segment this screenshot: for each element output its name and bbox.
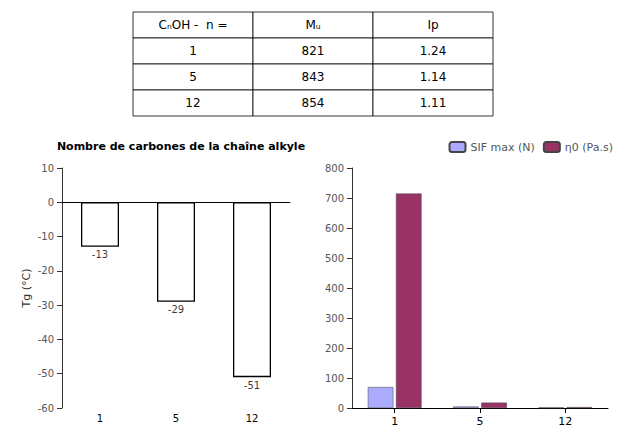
svg-text:821: 821: [302, 44, 325, 58]
svg-text:-60: -60: [38, 403, 54, 414]
svg-text:5: 5: [173, 413, 179, 424]
svg-text:843: 843: [302, 70, 325, 84]
svg-text:10: 10: [41, 163, 54, 174]
svg-text:-30: -30: [38, 300, 54, 311]
svg-text:800: 800: [325, 163, 344, 174]
svg-text:200: 200: [325, 343, 344, 354]
svg-text:-10: -10: [38, 231, 54, 242]
svg-text:5: 5: [189, 70, 197, 84]
svg-text:-51: -51: [244, 380, 260, 391]
svg-text:0: 0: [48, 197, 54, 208]
svg-text:1.24: 1.24: [420, 44, 447, 58]
svg-text:Tg (°C): Tg (°C): [20, 269, 33, 309]
svg-text:η0 (Pa.s): η0 (Pa.s): [565, 141, 613, 154]
svg-text:12: 12: [246, 413, 259, 424]
svg-text:-13: -13: [92, 249, 108, 260]
svg-text:0: 0: [338, 403, 344, 414]
svg-text:1.14: 1.14: [420, 70, 447, 84]
svg-text:1: 1: [189, 44, 197, 58]
svg-text:12: 12: [558, 415, 572, 428]
svg-text:600: 600: [325, 223, 344, 234]
svg-text:1.11: 1.11: [420, 96, 447, 110]
svg-text:-50: -50: [38, 368, 54, 379]
svg-text:500: 500: [325, 253, 344, 264]
svg-text:-29: -29: [168, 304, 184, 315]
svg-text:854: 854: [302, 96, 325, 110]
svg-text:12: 12: [185, 96, 200, 110]
svg-text:Nombre de carbones de la chaîn: Nombre de carbones de la chaîne alkyle: [57, 140, 305, 153]
svg-text:Ip: Ip: [427, 18, 438, 32]
svg-text:300: 300: [325, 313, 344, 324]
svg-text:700: 700: [325, 193, 344, 204]
svg-text:SIF max (N): SIF max (N): [471, 141, 535, 154]
svg-text:-40: -40: [38, 334, 54, 345]
svg-text:1: 1: [97, 413, 103, 424]
svg-text:Mᵤ: Mᵤ: [305, 18, 320, 32]
svg-text:400: 400: [325, 283, 344, 294]
svg-text:1: 1: [391, 415, 398, 428]
svg-text:5: 5: [477, 415, 484, 428]
svg-text:-20: -20: [38, 265, 54, 276]
svg-text:100: 100: [325, 373, 344, 384]
svg-text:CₙOH - n =: CₙOH - n =: [159, 18, 228, 32]
